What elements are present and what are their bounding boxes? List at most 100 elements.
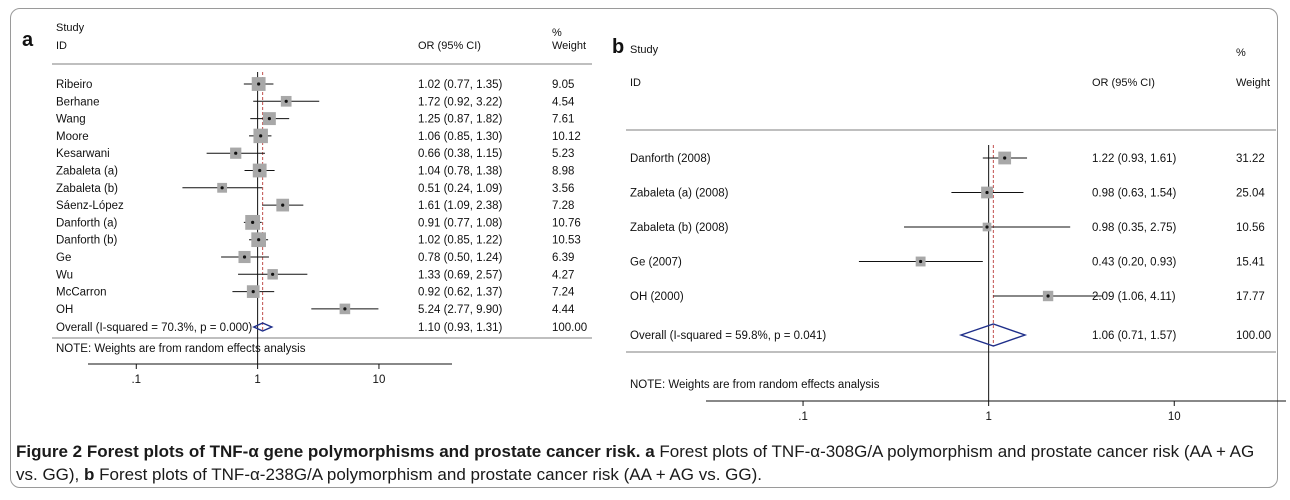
- study-or-ci: 0.66 (0.38, 1.15): [418, 148, 503, 160]
- study-weight: 9.05: [552, 79, 574, 91]
- study-or-ci: 0.43 (0.20, 0.93): [1092, 257, 1177, 269]
- study-or-ci: 1.61 (1.09, 2.38): [418, 200, 503, 212]
- x-tick-label: 10: [1168, 411, 1181, 423]
- caption-b-label: b: [84, 465, 95, 484]
- header-id: ID: [630, 77, 641, 89]
- study-weight: 31.22: [1236, 153, 1265, 165]
- caption-b-text: Forest plots of TNF-α-238G/A polymorphis…: [99, 465, 762, 484]
- point-estimate: [1046, 294, 1050, 298]
- study-weight: 25.04: [1236, 188, 1265, 200]
- x-tick-label: .1: [131, 374, 141, 386]
- study-name: Danforth (a): [56, 217, 118, 229]
- header-weight: Weight: [1236, 77, 1270, 89]
- point-estimate: [919, 259, 923, 264]
- caption-a-text: Forest plots of TNF-α-308G/A polymorphis…: [16, 442, 1255, 484]
- study-name: Zabaleta (a): [56, 166, 118, 178]
- overall-label: Overall (I-squared = 59.8%, p = 0.041): [630, 330, 826, 342]
- x-tick-label: 10: [373, 374, 386, 386]
- figure-border: [10, 8, 1278, 488]
- point-estimate: [343, 307, 347, 311]
- study-name: Zabaleta (b): [56, 183, 118, 195]
- point-estimate: [251, 220, 255, 224]
- study-name: Wang: [56, 114, 86, 126]
- x-tick-label: .1: [798, 411, 808, 423]
- study-or-ci: 1.22 (0.93, 1.61): [1092, 153, 1177, 165]
- header-or: OR (95% CI): [418, 40, 481, 52]
- study-name: Wu: [56, 269, 73, 281]
- point-estimate: [251, 290, 255, 294]
- study-or-ci: 0.98 (0.63, 1.54): [1092, 188, 1177, 200]
- overall-diamond: [252, 322, 274, 332]
- study-weight: 15.41: [1236, 257, 1265, 269]
- header-study: Study: [56, 22, 85, 34]
- point-estimate: [258, 168, 262, 173]
- study-or-ci: 1.72 (0.92, 3.22): [418, 96, 503, 108]
- study-weight: 3.56: [552, 183, 574, 195]
- study-name: Moore: [56, 131, 89, 143]
- study-weight: 10.53: [552, 235, 581, 247]
- point-estimate: [220, 186, 224, 190]
- overall-or-ci: 1.10 (0.93, 1.31): [418, 322, 503, 334]
- header-study: Study: [630, 44, 659, 56]
- study-name: OH (2000): [630, 291, 684, 303]
- point-estimate: [267, 117, 271, 121]
- study-name: Danforth (b): [56, 235, 118, 247]
- study-or-ci: 0.78 (0.50, 1.24): [418, 252, 503, 264]
- study-or-ci: 1.02 (0.85, 1.22): [418, 235, 503, 247]
- point-estimate: [1003, 156, 1007, 160]
- point-estimate: [234, 151, 238, 155]
- weights-note: NOTE: Weights are from random effects an…: [56, 343, 306, 355]
- study-weight: 4.54: [552, 96, 575, 108]
- panel-label: b: [612, 36, 624, 58]
- overall-weight: 100.00: [552, 322, 587, 334]
- study-or-ci: 1.25 (0.87, 1.82): [418, 114, 503, 126]
- study-or-ci: 0.51 (0.24, 1.09): [418, 183, 503, 195]
- study-name: Danforth (2008): [630, 153, 711, 165]
- study-weight: 4.27: [552, 269, 574, 281]
- study-name: OH: [56, 304, 73, 316]
- panel-label: a: [22, 29, 34, 51]
- study-name: Zabaleta (a) (2008): [630, 188, 729, 200]
- study-weight: 7.28: [552, 200, 574, 212]
- point-estimate: [271, 272, 275, 276]
- figure-caption: Figure 2 Forest plots of TNF-α gene poly…: [16, 440, 1276, 486]
- header-pct: %: [1236, 47, 1246, 59]
- study-or-ci: 1.02 (0.77, 1.35): [418, 79, 503, 91]
- study-weight: 7.61: [552, 114, 574, 126]
- point-estimate: [985, 190, 989, 195]
- study-weight: 7.24: [552, 287, 575, 299]
- study-name: Kesarwani: [56, 148, 110, 160]
- study-weight: 6.39: [552, 252, 574, 264]
- study-or-ci: 2.09 (1.06, 4.11): [1092, 291, 1176, 303]
- point-estimate: [985, 225, 989, 229]
- study-name: Ge (2007): [630, 257, 682, 269]
- weights-note: NOTE: Weights are from random effects an…: [630, 379, 880, 391]
- study-or-ci: 0.98 (0.35, 2.75): [1092, 222, 1177, 234]
- header-weight: Weight: [552, 40, 586, 52]
- study-weight: 10.56: [1236, 222, 1265, 234]
- forest-plots: a Study ID OR (95% CI)% Weight Ribeiro 1.02 (0…: [22, 22, 1286, 423]
- point-estimate: [259, 134, 263, 138]
- study-weight: 17.77: [1236, 291, 1265, 303]
- caption-title: Figure 2 Forest plots of TNF-α gene poly…: [16, 442, 641, 461]
- caption-a-label: a: [645, 442, 655, 461]
- overall-label: Overall (I-squared = 70.3%, p = 0.000): [56, 322, 252, 334]
- point-estimate: [242, 255, 247, 259]
- study-or-ci: 0.91 (0.77, 1.08): [418, 217, 503, 229]
- study-weight: 4.44: [552, 304, 575, 316]
- study-or-ci: 5.24 (2.77, 9.90): [418, 304, 503, 316]
- header-id: ID: [56, 40, 67, 52]
- x-tick-label: 1: [985, 411, 991, 423]
- study-weight: 8.98: [552, 166, 574, 178]
- point-estimate: [257, 238, 261, 242]
- study-name: McCarron: [56, 287, 106, 299]
- overall-diamond: [958, 323, 1028, 347]
- study-name: Zabaleta (b) (2008): [630, 222, 729, 234]
- study-or-ci: 1.04 (0.78, 1.38): [418, 166, 503, 178]
- point-estimate: [284, 99, 288, 103]
- study-name: Ribeiro: [56, 79, 92, 91]
- study-weight: 5.23: [552, 148, 574, 160]
- header-or: OR (95% CI): [1092, 77, 1155, 89]
- point-estimate: [257, 82, 261, 86]
